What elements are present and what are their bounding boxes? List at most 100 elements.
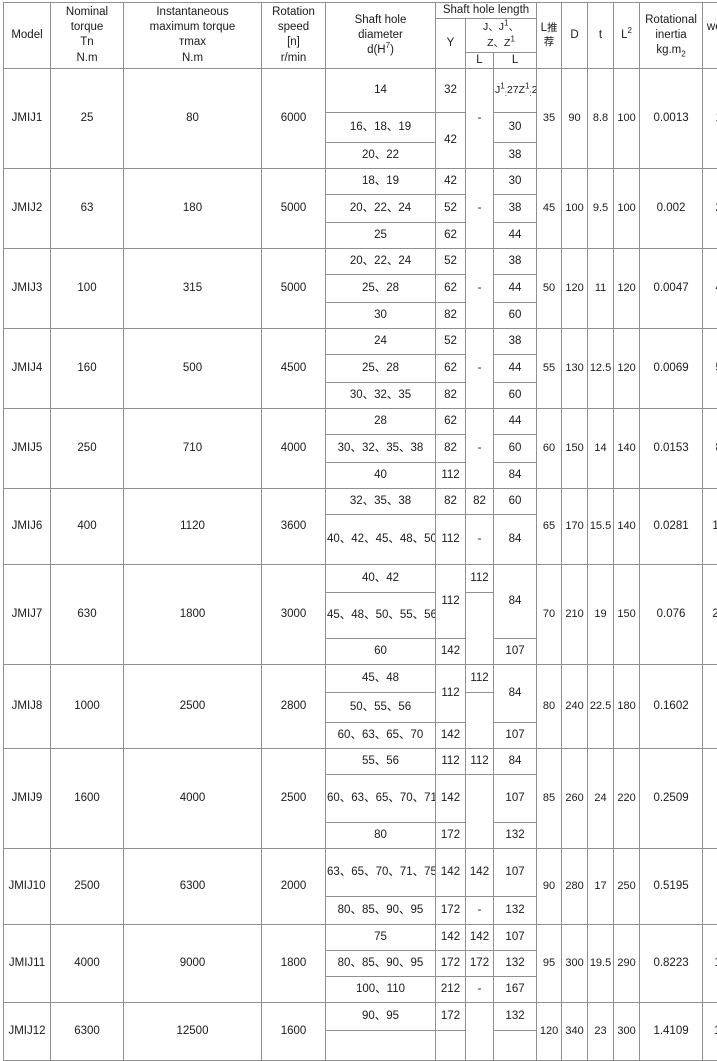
cell-rotation-speed: 2800 [262,664,326,748]
cell-L-recommend: 70 [537,564,562,664]
cell-jz-L: 112 [466,564,494,592]
cell-nominal-torque: 630 [51,564,124,664]
cell-D: 120 [562,248,588,328]
cell-y-L: 62 [436,222,466,248]
cell-L2: 300 [614,1002,640,1060]
cell-L-recommend: 65 [537,488,562,564]
cell-t: 19 [588,564,614,664]
cell-jz-L: - [466,408,494,488]
cell-shaft-hole-diameter: 80 [326,822,436,848]
cell-D: 240 [562,664,588,748]
cell-shaft-hole-diameter: 24 [326,328,436,354]
cell-jz-L1: 84 [494,514,537,564]
cell-instant-max-torque: 500 [124,328,262,408]
cell-nominal-torque: 160 [51,328,124,408]
cell-y-L: 112 [436,748,466,774]
cell-jz-L1: 84 [494,462,537,488]
cell-weight: 13.4 [703,488,717,564]
cell-t: 15.5 [588,488,614,564]
cell-jz-L1: 44 [494,354,537,382]
cell-rotational-inertia: 0.2509 [640,748,703,848]
cell-jz-L1: 30 [494,168,537,194]
cell-shaft-hole-diameter: 25、28 [326,274,436,302]
cell-y-L: 212 [436,976,466,1002]
cell-nominal-torque: 400 [51,488,124,564]
cell-L-recommend: 50 [537,248,562,328]
cell-shaft-hole-diameter: 40、42 [326,564,436,592]
cell-L-recommend: 35 [537,68,562,168]
cell-weight: 5.4 [703,328,717,408]
cell-instant-max-torque: 6300 [124,848,262,924]
cell-nominal-torque: 6300 [51,1002,124,1060]
cell-rotation-speed: 1600 [262,1002,326,1060]
header-jz-group: J、J1、Z、Z1 [466,19,537,53]
header-y-group: Y [436,19,466,69]
cell-jz-L1: 60 [494,488,537,514]
cell-y-L [436,1030,466,1060]
cell-L2: 250 [614,848,640,924]
cell-jz-L [466,592,494,664]
cell-shaft-hole-diameter: 80、85、90、95 [326,950,436,976]
cell-L-recommend: 80 [537,664,562,748]
cell-L-recommend: 45 [537,168,562,248]
cell-L-recommend: 95 [537,924,562,1002]
cell-jz-L1: 84 [494,748,537,774]
cell-jz-L: 112 [466,664,494,692]
cell-model: JMIJ6 [4,488,51,564]
cell-y-L: 112 [436,664,466,722]
cell-jz-L: - [466,68,494,168]
cell-L2: 120 [614,328,640,408]
cell-model: JMIJ7 [4,564,51,664]
cell-model: JMIJ8 [4,664,51,748]
cell-shaft-hole-diameter: 60、63、65、70、71、75 [326,774,436,822]
cell-D: 130 [562,328,588,408]
cell-weight: 1.8 [703,68,717,168]
cell-jz-L1: 38 [494,248,537,274]
cell-nominal-torque: 4000 [51,924,124,1002]
cell-rotational-inertia: 0.076 [640,564,703,664]
cell-L2: 100 [614,168,640,248]
header-D: D [562,3,588,69]
cell-jz-L1: 38 [494,194,537,222]
cell-t: 23 [588,1002,614,1060]
cell-y-L: 42 [436,168,466,194]
cell-shaft-hole-diameter: 28 [326,408,436,434]
cell-shaft-hole-diameter: 25 [326,222,436,248]
cell-shaft-hole-diameter: 75 [326,924,436,950]
cell-D: 100 [562,168,588,248]
cell-shaft-hole-diameter: 60 [326,638,436,664]
cell-D: 300 [562,924,588,1002]
table-row: JMIJ1258060001432-J1:27Z1:2035908.81000.… [4,68,717,112]
cell-D: 210 [562,564,588,664]
cell-t: 11 [588,248,614,328]
cell-rotational-inertia: 0.0281 [640,488,703,564]
cell-y-L: 82 [436,382,466,408]
cell-model: JMIJ11 [4,924,51,1002]
cell-L2: 100 [614,68,640,168]
cell-y-L: 142 [436,774,466,822]
cell-instant-max-torque: 180 [124,168,262,248]
cell-D: 90 [562,68,588,168]
cell-jz-L1: 30 [494,112,537,142]
cell-model: JMIJ12 [4,1002,51,1060]
cell-shaft-hole-diameter: 30 [326,302,436,328]
cell-y-L: 42 [436,112,466,168]
cell-y-L: 52 [436,328,466,354]
cell-rotational-inertia: 0.002 [640,168,703,248]
cell-L-recommend: 90 [537,848,562,924]
cell-jz-L1: 132 [494,896,537,924]
cell-y-L: 82 [436,488,466,514]
cell-L-recommend: 60 [537,408,562,488]
cell-rotational-inertia: 0.5195 [640,848,703,924]
cell-jz-L [466,774,494,848]
cell-jz-L1: J1:27Z1:20 [494,68,537,112]
cell-shaft-hole-diameter: 80、85、90、95 [326,896,436,924]
cell-jz-L1: 60 [494,382,537,408]
cell-jz-L1: 107 [494,924,537,950]
cell-y-L: 172 [436,950,466,976]
